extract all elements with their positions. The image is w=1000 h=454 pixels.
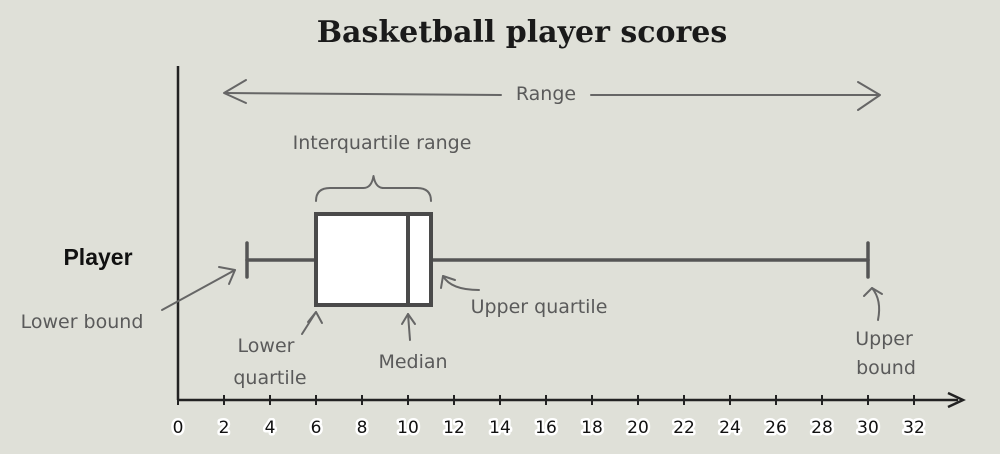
- upper-quartile-arrowhead: [440, 275, 456, 289]
- category-label-player: Player: [63, 244, 132, 270]
- iqr-box: [314, 212, 433, 307]
- x-tick-label: 4: [265, 418, 276, 438]
- upper-quartile-label: Upper quartile: [471, 296, 608, 318]
- iqr-label: Interquartile range: [293, 132, 472, 154]
- lower-quartile-label-line2: quartile: [233, 367, 306, 389]
- lower-bound-label: Lower bound: [21, 311, 144, 333]
- x-axis-ticks: 0 2 4 6 8 10 12 14 16 18 20 22 24 26 28 30 32: [170, 395, 927, 441]
- x-tick-label: 22: [673, 418, 695, 438]
- upper-bound-arrow-shaft: [871, 287, 881, 321]
- upper-bound-label-line2: bound: [856, 357, 916, 379]
- x-tick-label: 30: [857, 418, 879, 438]
- x-tick-label: 8: [357, 418, 368, 438]
- median-label: Median: [378, 351, 447, 373]
- x-axis-arrowhead: [947, 391, 966, 409]
- range-arrowhead-right: [857, 81, 881, 111]
- x-tick-label: 20: [627, 418, 649, 438]
- range-arrow-left-shaft: [225, 92, 502, 96]
- x-tick-label: 24: [719, 418, 741, 438]
- x-tick-label: 6: [311, 418, 322, 438]
- x-tick-label: 16: [535, 418, 557, 438]
- lower-quartile-arrowhead: [307, 311, 323, 324]
- iqr-brace: [315, 175, 432, 202]
- chart-title: Basketball player scores: [317, 15, 728, 50]
- x-tick-label: 18: [581, 418, 603, 438]
- x-tick-label: 32: [903, 418, 925, 438]
- box-plot-marks: [161, 79, 883, 341]
- x-tick-label: 26: [765, 418, 787, 438]
- x-tick-label: 2: [219, 418, 230, 438]
- median-arrowhead: [401, 313, 416, 325]
- range-label: Range: [516, 83, 576, 105]
- range-arrowhead-left: [223, 79, 247, 104]
- lower-quartile-label-line1: Lower: [238, 335, 295, 357]
- median-arrow-shaft: [407, 313, 411, 341]
- x-tick-label: 28: [811, 418, 833, 438]
- x-tick-label: 10: [397, 418, 419, 438]
- upper-bound-arrowhead: [863, 287, 883, 297]
- x-tick-label: 12: [443, 418, 465, 438]
- x-tick-label: 14: [489, 418, 511, 438]
- lower-bound-arrow-shaft: [161, 269, 236, 311]
- lower-bound-arrowhead: [218, 266, 236, 285]
- upper-bound-label-line1: Upper: [855, 328, 913, 350]
- upper-quartile-arrow-shaft: [442, 275, 480, 291]
- x-tick-label: 0: [173, 418, 184, 438]
